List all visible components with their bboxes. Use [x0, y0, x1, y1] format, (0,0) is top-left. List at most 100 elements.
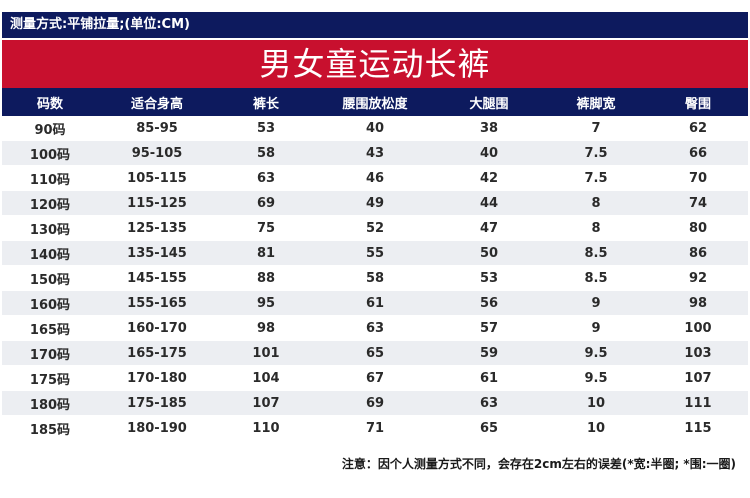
table-cell: 115-125 [98, 190, 216, 216]
table-cell: 104 [216, 365, 316, 391]
table-cell: 80 [648, 215, 748, 241]
table-cell: 110码 [2, 165, 98, 191]
table-row: 110码 105-115 63 46 42 7.5 70 [2, 165, 748, 191]
table-row: 185码 180-190 110 71 65 10 115 [2, 415, 748, 441]
table-cell: 49 [316, 190, 434, 216]
column-header-length: 裤长 [216, 88, 316, 116]
table-row: 160码 155-165 95 61 56 9 98 [2, 290, 748, 316]
table-cell: 46 [316, 165, 434, 191]
table-cell: 98 [648, 290, 748, 316]
table-cell: 160-170 [98, 315, 216, 341]
table-cell: 100码 [2, 140, 98, 166]
table-cell: 8 [544, 190, 648, 216]
table-cell: 130码 [2, 215, 98, 241]
table-cell: 71 [316, 415, 434, 441]
table-cell: 40 [434, 140, 544, 166]
table-cell: 101 [216, 340, 316, 366]
table-cell: 150码 [2, 265, 98, 291]
table-cell: 107 [216, 390, 316, 416]
table-cell: 53 [434, 265, 544, 291]
table-row: 130码 125-135 75 52 47 8 80 [2, 215, 748, 241]
table-header-row: 码数 适合身高 裤长 腰围放松度 大腿围 裤脚宽 臀围 [2, 88, 748, 116]
table-cell: 7.5 [544, 140, 648, 166]
table-cell: 8.5 [544, 265, 648, 291]
table-cell: 180-190 [98, 415, 216, 441]
table-cell: 63 [216, 165, 316, 191]
table-cell: 66 [648, 140, 748, 166]
column-header-size: 码数 [2, 88, 98, 116]
table-cell: 58 [216, 140, 316, 166]
table-cell: 165-175 [98, 340, 216, 366]
table-cell: 9 [544, 290, 648, 316]
table-cell: 103 [648, 340, 748, 366]
table-cell: 170码 [2, 340, 98, 366]
table-cell: 65 [434, 415, 544, 441]
table-row: 170码 165-175 101 65 59 9.5 103 [2, 340, 748, 366]
table-cell: 43 [316, 140, 434, 166]
table-cell: 90码 [2, 116, 98, 141]
table-cell: 10 [544, 390, 648, 416]
table-cell: 9 [544, 315, 648, 341]
size-chart: 测量方式:平铺拉量;(单位:CM) 男女童运动长裤 码数 适合身高 裤长 腰围放… [2, 12, 748, 482]
table-cell: 52 [316, 215, 434, 241]
table-cell: 135-145 [98, 240, 216, 266]
table-row: 150码 145-155 88 58 53 8.5 92 [2, 265, 748, 291]
table-cell: 110 [216, 415, 316, 441]
table-row: 140码 135-145 81 55 50 8.5 86 [2, 240, 748, 266]
table-cell: 70 [648, 165, 748, 191]
table-cell: 185码 [2, 415, 98, 441]
table-cell: 88 [216, 265, 316, 291]
table-cell: 57 [434, 315, 544, 341]
table-cell: 120码 [2, 190, 98, 216]
table-cell: 125-135 [98, 215, 216, 241]
table-cell: 42 [434, 165, 544, 191]
table-cell: 86 [648, 240, 748, 266]
table-cell: 95 [216, 290, 316, 316]
table-cell: 111 [648, 390, 748, 416]
table-cell: 140码 [2, 240, 98, 266]
column-header-hem: 裤脚宽 [544, 88, 648, 116]
table-cell: 107 [648, 365, 748, 391]
table-cell: 69 [316, 390, 434, 416]
table-cell: 81 [216, 240, 316, 266]
table-cell: 50 [434, 240, 544, 266]
table-cell: 56 [434, 290, 544, 316]
table-cell: 105-115 [98, 165, 216, 191]
table-row: 100码 95-105 58 43 40 7.5 66 [2, 140, 748, 166]
table-cell: 160码 [2, 290, 98, 316]
table-cell: 38 [434, 116, 544, 141]
table-cell: 7.5 [544, 165, 648, 191]
table-cell: 8 [544, 215, 648, 241]
table-cell: 69 [216, 190, 316, 216]
table-cell: 98 [216, 315, 316, 341]
table-cell: 55 [316, 240, 434, 266]
table-cell: 180码 [2, 390, 98, 416]
table-cell: 61 [316, 290, 434, 316]
table-cell: 47 [434, 215, 544, 241]
table-cell: 59 [434, 340, 544, 366]
table-cell: 9.5 [544, 340, 648, 366]
table-cell: 74 [648, 190, 748, 216]
table-cell: 165码 [2, 315, 98, 341]
table-cell: 65 [316, 340, 434, 366]
table-cell: 8.5 [544, 240, 648, 266]
table-cell: 75 [216, 215, 316, 241]
table-cell: 63 [316, 315, 434, 341]
table-cell: 40 [316, 116, 434, 141]
table-cell: 100 [648, 315, 748, 341]
table-body: 90码 85-95 53 40 38 7 62 100码 95-105 58 43 40 7.5 66 11… [2, 116, 748, 441]
table-row: 120码 115-125 69 49 44 8 74 [2, 190, 748, 216]
column-header-hip: 臀围 [648, 88, 748, 116]
table-cell: 63 [434, 390, 544, 416]
divider [2, 38, 748, 40]
table-cell: 175-185 [98, 390, 216, 416]
table-cell: 155-165 [98, 290, 216, 316]
table-cell: 62 [648, 116, 748, 141]
table-cell: 61 [434, 365, 544, 391]
table-row: 180码 175-185 107 69 63 10 111 [2, 390, 748, 416]
measurement-note: 注意：因个人测量方式不同，会存在2cm左右的误差(*宽:半圈; *围:一圈) [341, 457, 736, 471]
column-header-thigh: 大腿围 [434, 88, 544, 116]
table-cell: 58 [316, 265, 434, 291]
table-cell: 170-180 [98, 365, 216, 391]
table-cell: 44 [434, 190, 544, 216]
